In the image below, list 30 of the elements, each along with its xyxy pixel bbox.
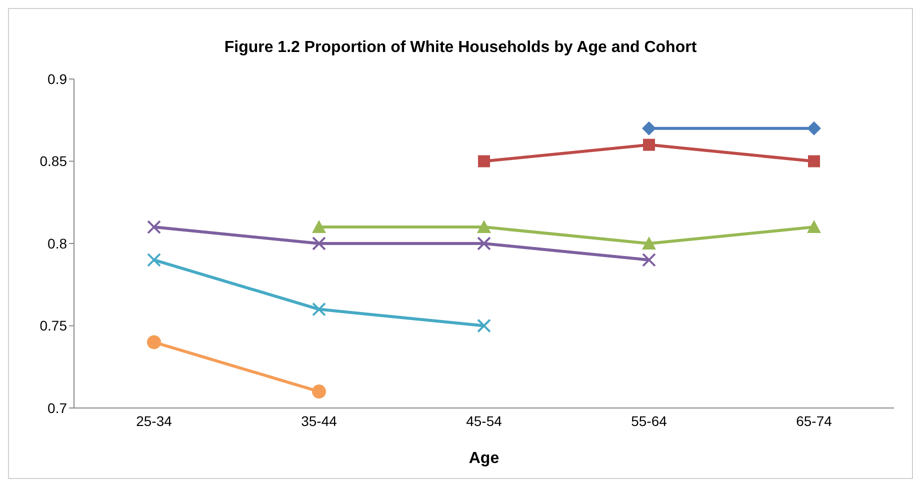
x-tick-label: 55-64 bbox=[631, 412, 668, 429]
point bbox=[147, 220, 161, 234]
x-tick-label: 35-44 bbox=[301, 412, 338, 429]
point bbox=[643, 138, 655, 151]
point bbox=[312, 236, 326, 250]
point bbox=[477, 236, 491, 250]
y-tick-label: 0.85 bbox=[40, 153, 68, 170]
y-tick-label: 0.9 bbox=[48, 70, 68, 87]
point bbox=[477, 220, 491, 234]
point bbox=[312, 384, 326, 399]
x-tick-label: 25-34 bbox=[136, 412, 172, 429]
point bbox=[147, 335, 161, 350]
x-axis-title: Age bbox=[468, 450, 500, 467]
chart-title: Figure 1.2 Proportion of White Households by Age and Cohort bbox=[223, 39, 698, 57]
y-tick-label: 0.75 bbox=[40, 318, 68, 334]
point bbox=[312, 220, 326, 234]
y-tick-label: 0.7 bbox=[48, 400, 68, 416]
y-tick-label: 0.8 bbox=[48, 235, 68, 252]
point bbox=[807, 121, 821, 136]
point bbox=[642, 236, 656, 250]
x-tick-label: 45-54 bbox=[466, 412, 502, 429]
point bbox=[808, 155, 820, 168]
point bbox=[477, 318, 491, 333]
point bbox=[147, 252, 161, 267]
point bbox=[642, 252, 656, 267]
point bbox=[478, 155, 490, 168]
x-tick-label: 65-74 bbox=[796, 412, 832, 429]
point bbox=[312, 302, 326, 316]
point bbox=[642, 121, 656, 136]
point bbox=[807, 220, 821, 234]
